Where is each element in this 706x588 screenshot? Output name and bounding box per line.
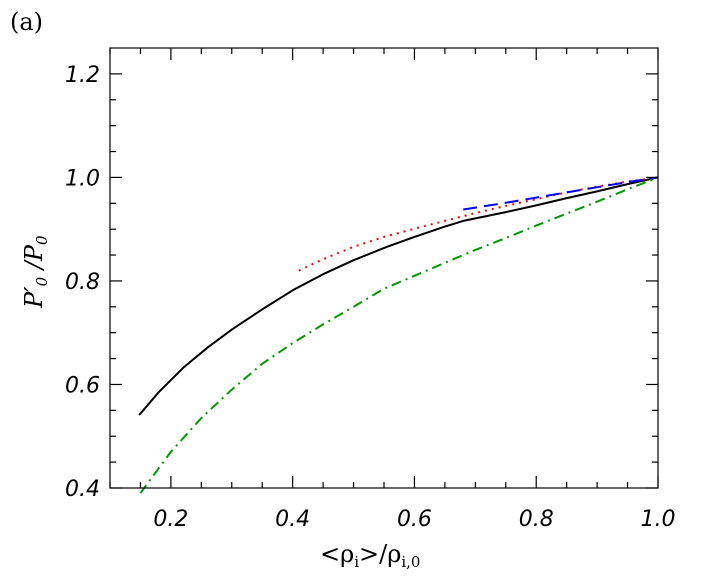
- x-tick-label: 0.8: [519, 507, 554, 532]
- y-axis-label-text: P′0 /P0: [20, 235, 51, 309]
- x-axis: 0.2 0.4 0.6 0.8 1.0: [109, 48, 676, 532]
- plot-frame: [109, 47, 659, 489]
- x-axis-label-text: <ρi>/ρi,0: [320, 540, 420, 571]
- series-line-dashed: [463, 176, 659, 211]
- panel-label: (a): [10, 8, 43, 36]
- x-tick-label: 0.4: [275, 507, 310, 532]
- y-tick-label: 1.2: [65, 63, 100, 88]
- y-axis: 0.4 0.6 0.8 1.0 1.2: [65, 63, 658, 502]
- y-tick-label: 0.8: [65, 270, 100, 295]
- series-line-dotted: [298, 176, 659, 272]
- y-tick-label: 0.6: [65, 373, 100, 398]
- series-layer: [138, 176, 659, 494]
- y-axis-label: P′0 /P0: [20, 235, 51, 309]
- series-line-dashdot: [139, 176, 659, 494]
- x-tick-label: 1.0: [641, 507, 676, 532]
- x-tick-label: 0.2: [153, 507, 188, 532]
- y-tick-label: 0.4: [65, 477, 100, 502]
- x-tick-label: 0.6: [397, 507, 432, 532]
- x-axis-label: <ρi>/ρi,0: [320, 540, 420, 571]
- series-line-solid: [138, 176, 659, 416]
- y-tick-label: 1.0: [65, 166, 100, 191]
